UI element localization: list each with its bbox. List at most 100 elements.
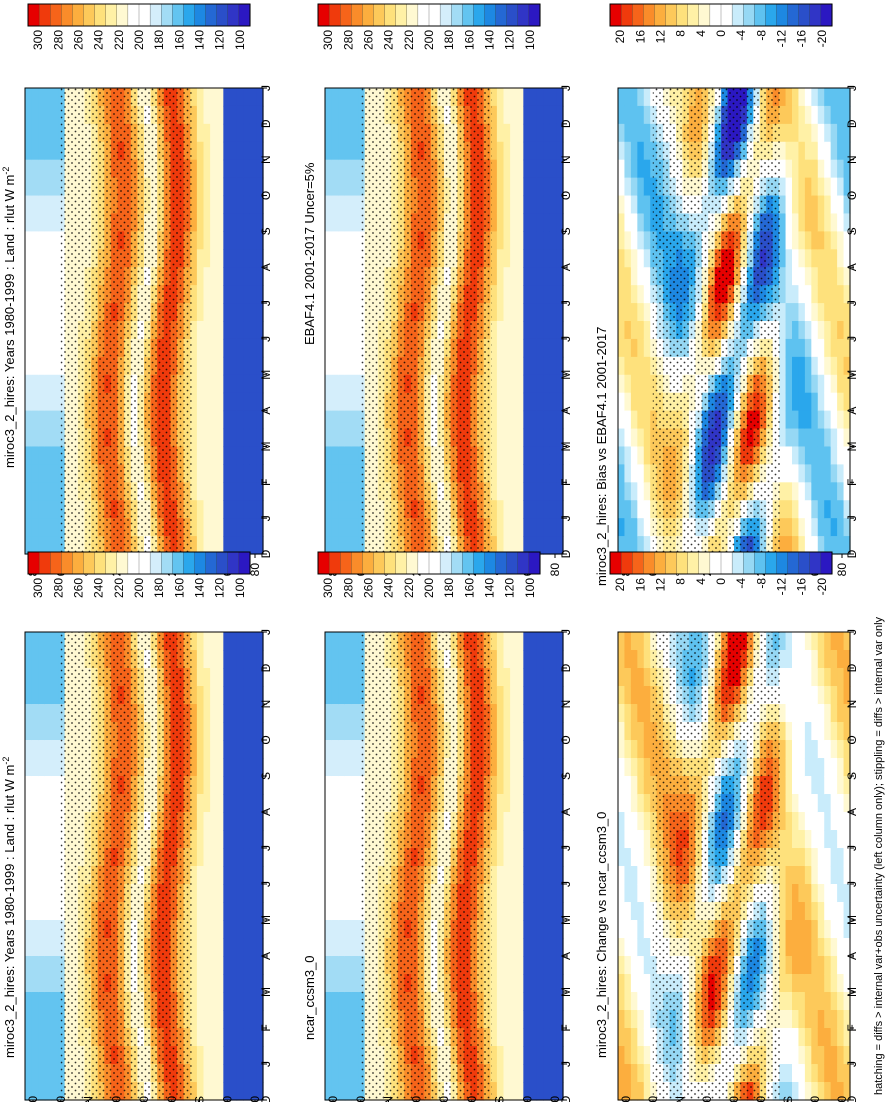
heatmap-cell — [792, 338, 800, 358]
heatmap-cell — [503, 1010, 511, 1029]
heatmap-cell — [344, 105, 353, 125]
heatmap-cell — [344, 902, 353, 921]
heatmap-cell — [798, 88, 806, 107]
heatmap-cell — [837, 464, 845, 483]
heatmap-cell — [496, 428, 505, 448]
heatmap-cell — [516, 303, 524, 322]
heatmap-cell — [516, 920, 524, 939]
heatmap-cell — [543, 812, 551, 831]
colorbar-swatch — [484, 551, 497, 575]
heatmap-cell — [216, 848, 224, 867]
heatmap-cell — [344, 123, 353, 143]
heatmap-cell — [351, 1082, 359, 1101]
heatmap-cell — [824, 518, 832, 537]
heatmap-cell — [351, 410, 359, 430]
heatmap-cell — [536, 866, 544, 885]
heatmap-cell — [51, 974, 59, 993]
heatmap-cell — [543, 866, 551, 885]
heatmap-cell — [38, 722, 46, 741]
heatmap-cell — [536, 650, 544, 669]
heatmap-cell — [249, 974, 257, 993]
heatmap-cell — [196, 740, 205, 759]
heatmap-cell — [536, 992, 544, 1011]
heatmap-cell — [223, 938, 231, 957]
heatmap-cell — [51, 776, 59, 795]
heatmap-cell — [503, 740, 511, 759]
heatmap-cell — [523, 1028, 531, 1047]
colorbar-swatch — [351, 551, 363, 575]
colorbar-swatch — [517, 3, 530, 27]
heatmap-cell — [490, 1046, 498, 1065]
heatmap-cell — [249, 668, 257, 687]
heatmap-cell — [236, 321, 244, 340]
heatmap-cell — [490, 356, 498, 376]
heatmap-cell — [243, 1010, 251, 1029]
heatmap-cell — [210, 267, 218, 286]
heatmap-cell — [618, 88, 626, 107]
heatmap-cell — [510, 902, 518, 921]
heatmap-cell — [556, 195, 564, 215]
heatmap-cell — [25, 812, 33, 831]
heatmap-cell — [529, 1082, 538, 1101]
heatmap-cell — [196, 213, 205, 232]
heatmap-cell — [510, 650, 518, 669]
heatmap-cell — [249, 123, 257, 143]
heatmap-cell — [223, 956, 231, 975]
heatmap-cell — [830, 428, 838, 448]
colorbar-swatch — [395, 551, 408, 575]
heatmap-cell — [344, 285, 353, 304]
heatmap-cell — [325, 177, 333, 197]
heatmap-cell — [549, 650, 557, 669]
heatmap-cell — [618, 392, 626, 412]
heatmap-cell — [229, 536, 238, 555]
heatmap-cell — [344, 974, 353, 993]
heatmap-cell — [529, 213, 538, 232]
heatmap-cell — [190, 338, 198, 358]
heatmap-cell — [51, 848, 59, 867]
heatmap-cell — [624, 285, 632, 304]
heatmap-cell — [229, 231, 238, 250]
heatmap-cell — [256, 830, 264, 849]
heatmap-cell — [325, 374, 333, 394]
month-tick-label: J — [259, 1061, 273, 1067]
heatmap-cell — [543, 722, 551, 741]
heatmap-cell — [351, 812, 359, 831]
heatmap-cell — [25, 794, 33, 813]
heatmap-cell — [331, 464, 339, 483]
heatmap-cell — [510, 1046, 518, 1065]
heatmap-cell — [804, 464, 812, 483]
heatmap-cell — [203, 213, 211, 232]
heatmap-cell — [351, 866, 359, 885]
heatmap-cell — [496, 1082, 505, 1101]
heatmap-cell — [38, 650, 46, 669]
heatmap-cell — [549, 1028, 557, 1047]
colorbar-tick-label: 240 — [92, 30, 106, 50]
heatmap-cell — [785, 410, 793, 430]
heatmap-cell — [516, 1082, 524, 1101]
heatmap-cell — [543, 88, 551, 107]
heatmap-cell — [516, 758, 524, 777]
heatmap-cell — [243, 1046, 251, 1065]
heatmap-cell — [490, 518, 498, 537]
lat-tick-label: 20 — [165, 1096, 179, 1102]
heatmap-cell — [44, 338, 53, 358]
heatmap-cell — [229, 812, 238, 831]
heatmap-cell — [503, 105, 511, 125]
month-tick-label: M — [259, 987, 273, 997]
heatmap-cell — [510, 105, 518, 125]
heatmap-cell — [503, 938, 511, 957]
heatmap-cell — [51, 303, 59, 322]
heatmap-cell — [236, 410, 244, 430]
heatmap-cell — [529, 374, 538, 394]
heatmap-cell — [344, 518, 353, 537]
colorbar-tick-label: 200 — [422, 578, 436, 598]
heatmap-cell — [210, 141, 218, 161]
heatmap-cell — [556, 285, 564, 304]
heatmap-cell — [216, 500, 224, 519]
colorbar-swatch — [506, 3, 519, 27]
heatmap-cell — [804, 195, 812, 215]
colorbar-swatch — [194, 551, 207, 575]
heatmap-cell — [503, 668, 511, 687]
heatmap-cell — [536, 1028, 544, 1047]
heatmap-cell — [223, 1028, 231, 1047]
